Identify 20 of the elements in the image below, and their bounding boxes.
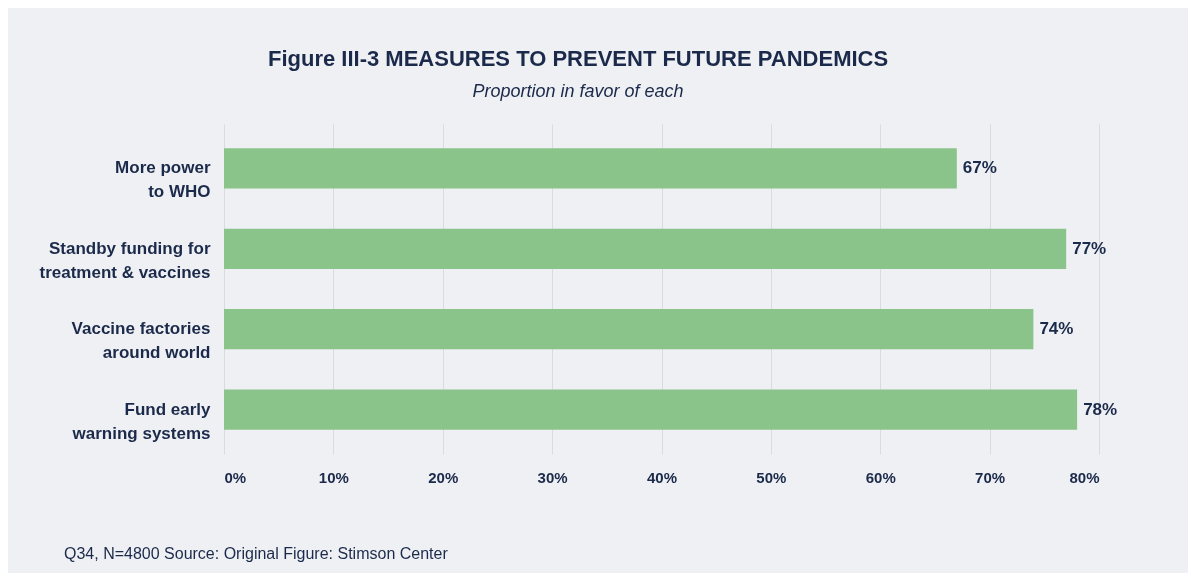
- y-tick-label: Fund early warning systems: [71, 399, 212, 443]
- y-tick-label: Standby funding for treatment & vaccines: [39, 238, 211, 282]
- x-tick-label: 80%: [1069, 468, 1100, 486]
- x-tick-label: 40%: [646, 468, 678, 486]
- y-tick-label: Vaccine factories around world: [71, 319, 211, 363]
- chart-title: Figure III-3 MEASURES TO PREVENT FUTURE PANDEMICS: [267, 46, 889, 71]
- data-label: 77%: [1072, 238, 1107, 258]
- text: Q34, N=4800 Source: Original Figure: Stimson Center: [64, 545, 448, 563]
- y-tick-label: More power to WHO: [115, 158, 211, 202]
- data-label: 67%: [962, 158, 997, 178]
- data-label: 78%: [1083, 399, 1118, 419]
- x-tick-label: 60%: [865, 468, 896, 486]
- x-tick-label: 50%: [756, 468, 787, 486]
- x-tick-label: 10%: [318, 468, 349, 486]
- x-tick-label: 0%: [224, 468, 247, 486]
- x-tick-label: 20%: [428, 468, 459, 486]
- x-tick-label: 30%: [537, 468, 568, 486]
- chart-subtitle: Proportion in favor of each: [472, 81, 684, 101]
- data-label: 74%: [1039, 319, 1074, 339]
- x-tick-label: 70%: [975, 468, 1006, 486]
